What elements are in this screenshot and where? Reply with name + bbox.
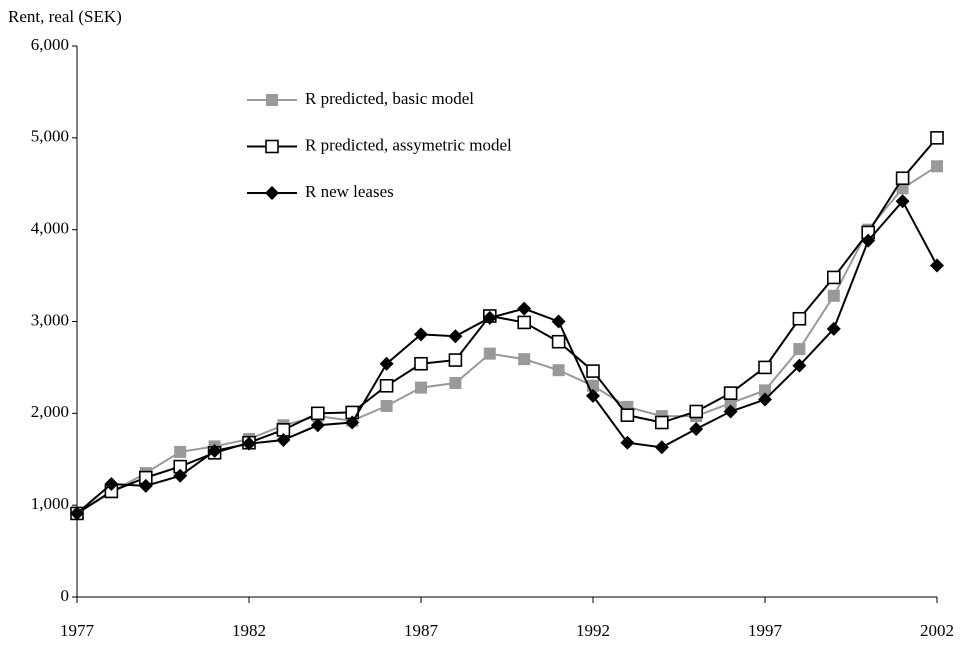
point — [654, 440, 669, 455]
point — [414, 327, 428, 342]
x-tick-label: 1997 — [748, 621, 783, 640]
point — [654, 415, 669, 430]
point — [758, 392, 772, 407]
legend-marker — [265, 186, 279, 200]
point — [792, 311, 807, 326]
point — [379, 356, 394, 371]
point — [310, 418, 325, 433]
point — [207, 443, 222, 458]
x-tick-label: 1977 — [60, 621, 95, 640]
point — [449, 377, 462, 390]
legend-label: R predicted, assymetric model — [305, 135, 512, 154]
point — [173, 468, 188, 483]
point — [827, 289, 840, 302]
point — [723, 386, 738, 400]
point — [759, 384, 771, 397]
point — [896, 182, 909, 195]
point — [448, 329, 463, 344]
series-line — [76, 165, 938, 515]
point — [104, 477, 119, 492]
y-tick-label: 2,000 — [31, 402, 69, 421]
point — [930, 131, 944, 145]
legend-marker — [265, 139, 279, 154]
point — [620, 435, 635, 450]
point — [931, 160, 943, 173]
point — [551, 314, 566, 329]
point — [586, 364, 600, 378]
point — [826, 270, 841, 285]
point — [174, 445, 187, 458]
point — [70, 506, 84, 521]
point — [310, 406, 325, 421]
y-tick-label: 4,000 — [31, 219, 69, 238]
legend-marker — [266, 94, 278, 106]
y-tick-label: 3,000 — [31, 310, 69, 329]
point — [552, 364, 565, 377]
point — [758, 360, 772, 375]
point — [551, 334, 566, 349]
point — [483, 347, 496, 360]
point — [380, 399, 393, 412]
point — [518, 353, 531, 366]
point — [895, 171, 910, 186]
x-tick-label: 1987 — [404, 621, 439, 640]
legend-label: R predicted, basic model — [305, 89, 474, 108]
point — [930, 258, 944, 273]
x-tick-label: 2002 — [920, 621, 954, 640]
point — [517, 315, 532, 330]
point — [138, 478, 153, 493]
point — [586, 388, 600, 403]
point — [517, 301, 532, 316]
point — [826, 321, 841, 336]
x-tick-label: 1982 — [232, 621, 266, 640]
point — [724, 397, 737, 410]
legend-label: R new leases — [305, 182, 394, 201]
point — [242, 436, 256, 451]
point — [689, 404, 704, 419]
point — [379, 378, 394, 393]
point — [414, 356, 428, 371]
point — [345, 415, 360, 430]
point — [689, 421, 704, 436]
point — [482, 310, 497, 325]
point — [895, 194, 910, 209]
point — [448, 353, 463, 367]
point — [861, 233, 876, 248]
x-tick-label: 1992 — [576, 621, 610, 640]
point — [620, 408, 635, 422]
y-tick-label: 6,000 — [31, 35, 69, 54]
point — [793, 343, 806, 356]
point — [415, 381, 427, 394]
y-tick-label: 1,000 — [31, 494, 69, 513]
y-tick-label: 5,000 — [31, 127, 69, 146]
point — [723, 404, 738, 419]
y-tick-label: 0 — [61, 586, 70, 605]
y-axis-label: Rent, real (SEK) — [8, 7, 122, 26]
point — [276, 432, 291, 447]
point — [792, 358, 807, 373]
